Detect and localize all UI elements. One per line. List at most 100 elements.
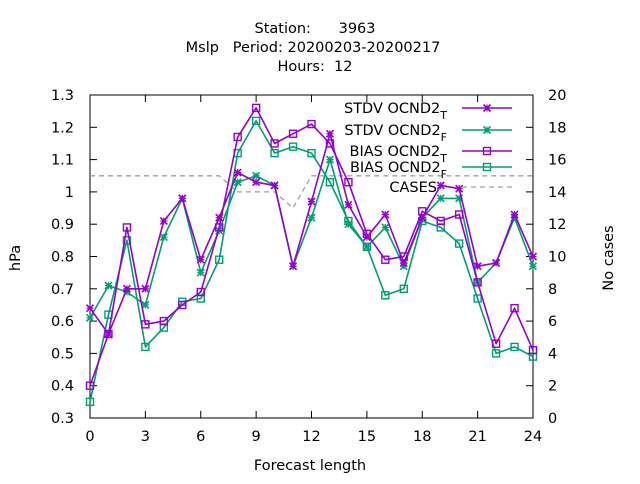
x-tick-label: 18	[413, 429, 431, 445]
y-tick-label: 1	[65, 185, 74, 201]
data-point	[288, 129, 298, 138]
data-point	[491, 349, 501, 358]
data-point	[270, 148, 279, 158]
data-point	[104, 329, 113, 339]
data-point	[85, 397, 95, 407]
legend-label-subscript: F	[441, 131, 447, 144]
data-point	[233, 168, 242, 177]
data-point	[344, 200, 353, 209]
y-tick-label: 1.1	[51, 153, 74, 169]
data-point	[307, 213, 316, 222]
title-line-2: Mslp Period: 20200203-20200217	[186, 40, 441, 56]
data-point	[85, 313, 95, 322]
data-point	[141, 284, 150, 293]
data-point	[473, 262, 482, 271]
data-point	[270, 139, 279, 148]
data-point	[510, 342, 519, 352]
data-point	[122, 236, 132, 245]
data-point	[159, 233, 168, 242]
data-point	[215, 213, 224, 222]
data-point	[288, 262, 298, 271]
data-point	[528, 252, 538, 261]
data-point	[381, 223, 390, 232]
data-point	[141, 342, 150, 352]
legend-item: BIAS OCND2F	[350, 160, 512, 181]
legend-label-subscript: T	[439, 109, 447, 122]
legend-item: STDV OCND2F	[344, 123, 512, 144]
data-point	[473, 294, 482, 303]
data-point	[436, 194, 445, 203]
legend-label-text: BIAS OCND2	[350, 160, 441, 176]
y2-tick-label: 6	[548, 314, 557, 330]
data-point	[141, 300, 150, 310]
data-point	[196, 255, 205, 264]
data-point	[436, 181, 445, 190]
x-axis-label: Forecast length	[254, 458, 366, 474]
data-point	[141, 320, 150, 329]
title-line-3: Hours: 12	[277, 59, 352, 75]
y2-tick-label: 16	[548, 153, 566, 169]
data-point	[381, 255, 390, 264]
data-point	[307, 119, 316, 129]
y2-tick-label: 12	[548, 217, 566, 233]
data-point	[307, 148, 316, 158]
legend-swatch-marker	[482, 146, 492, 156]
plot-frame	[89, 94, 534, 419]
series-3	[85, 116, 538, 407]
data-point	[104, 281, 113, 290]
x-tick-label: 21	[468, 429, 486, 445]
legend-swatch-marker	[482, 162, 492, 172]
series-0	[85, 129, 538, 339]
data-point	[473, 278, 482, 287]
data-point	[270, 181, 279, 190]
legend-label-subscript: T	[439, 152, 447, 165]
data-point	[492, 258, 501, 268]
y2-tick-label: 18	[548, 120, 566, 136]
y-tick-label: 0.4	[51, 379, 74, 395]
y-tick-label: 1.3	[51, 88, 74, 104]
data-point	[215, 255, 224, 264]
data-point	[122, 284, 131, 293]
y-tick-label: 0.9	[51, 217, 74, 233]
legend-label: STDV OCND2F	[344, 123, 447, 144]
data-point	[251, 116, 261, 126]
x-tick-label: 24	[524, 429, 542, 445]
legend-item: CASES	[389, 180, 512, 196]
data-point	[381, 210, 390, 219]
x-tick-label: 12	[302, 429, 320, 445]
y2-tick-label: 2	[548, 379, 557, 395]
x-tick-label: 3	[141, 429, 150, 445]
data-point	[307, 197, 316, 206]
legend-item: BIAS OCND2T	[350, 144, 512, 165]
data-point	[455, 184, 464, 193]
data-point	[85, 304, 95, 313]
data-point	[510, 210, 519, 219]
data-point	[325, 178, 335, 187]
x-tick-label: 6	[196, 429, 205, 445]
y-tick-label: 0.6	[51, 314, 74, 330]
legend-item: STDV OCND2T	[344, 101, 512, 122]
legend-label-text: STDV OCND2	[344, 101, 440, 117]
legend-label-text: BIAS OCND2	[350, 144, 441, 160]
data-point	[399, 258, 408, 268]
data-point	[491, 339, 501, 348]
data-point	[344, 178, 353, 187]
y2-tick-label: 20	[548, 88, 566, 104]
series-layer	[85, 103, 538, 407]
legend-label: BIAS OCND2T	[350, 144, 448, 165]
data-point	[325, 139, 335, 148]
y-tick-label: 0.5	[51, 346, 74, 362]
x-tick-label: 15	[358, 429, 376, 445]
y2-tick-label: 8	[548, 282, 557, 298]
data-point	[454, 239, 464, 248]
data-point	[454, 210, 464, 219]
legend-label-subscript: F	[441, 168, 447, 181]
legend-label: STDV OCND2T	[344, 101, 447, 122]
x-tick-label: 0	[85, 429, 94, 445]
y2-tick-label: 10	[548, 250, 566, 266]
data-point	[122, 223, 132, 232]
data-point	[528, 262, 538, 271]
y-tick-label: 0.3	[51, 411, 74, 427]
